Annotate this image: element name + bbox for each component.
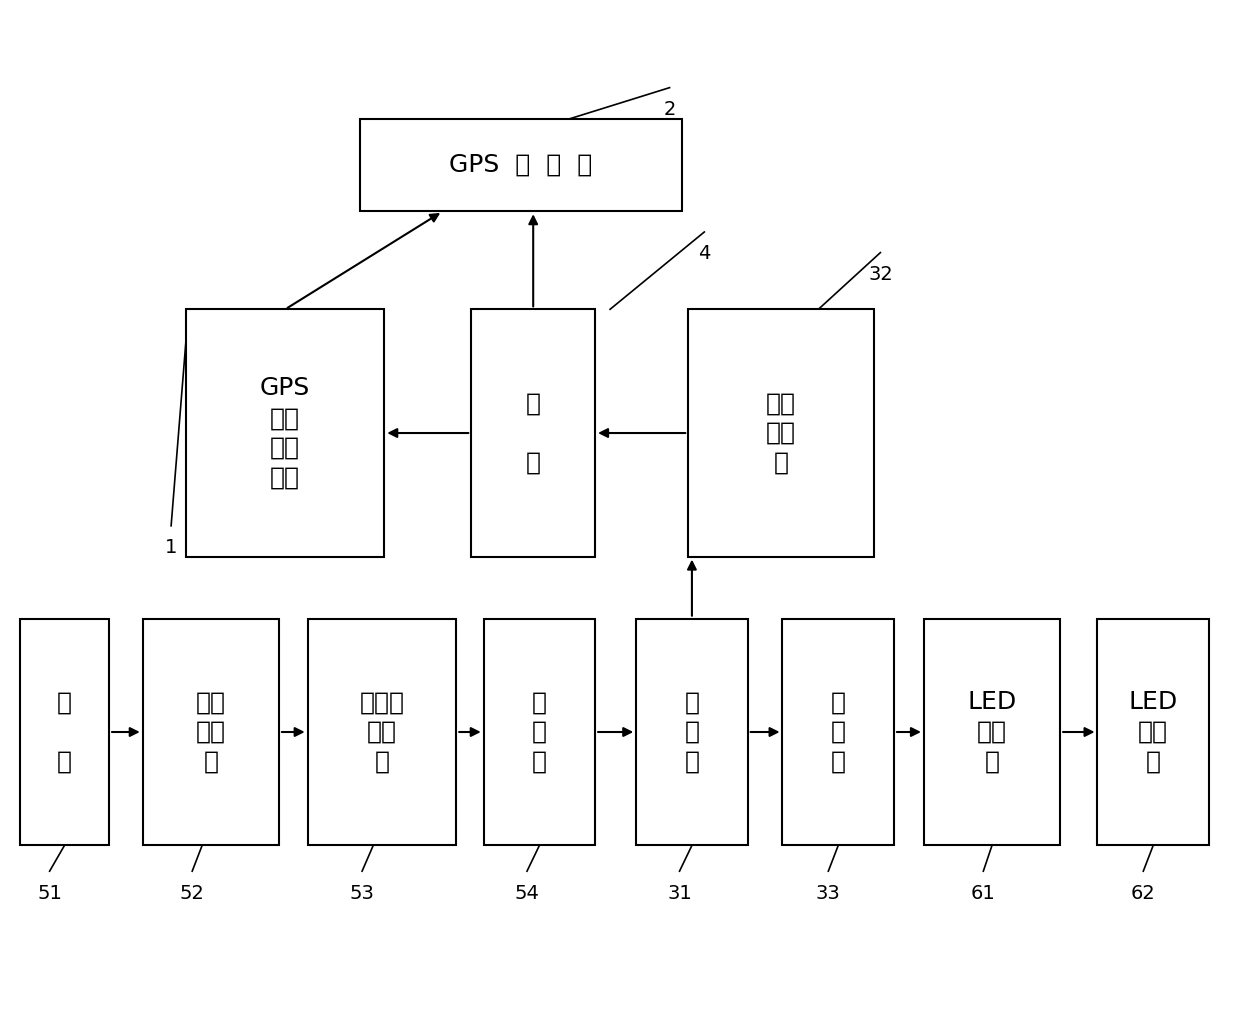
Text: 4: 4 (698, 244, 711, 263)
Text: 61: 61 (971, 884, 996, 902)
Text: 数模
转换
器: 数模 转换 器 (766, 392, 796, 474)
Text: 51: 51 (37, 884, 62, 902)
Text: 52: 52 (180, 884, 205, 902)
Text: 选频
放大
器: 选频 放大 器 (196, 691, 226, 773)
Bar (484, 619, 595, 845)
Bar (186, 309, 384, 557)
Bar (924, 619, 1060, 845)
Text: 继
电
器: 继 电 器 (831, 691, 846, 773)
Text: 2: 2 (663, 100, 676, 119)
Text: 31: 31 (667, 884, 692, 902)
Bar (471, 309, 595, 557)
Text: 33: 33 (816, 884, 841, 902)
Bar (636, 619, 748, 845)
Text: 超低频
放大
器: 超低频 放大 器 (360, 691, 404, 773)
Text: LED
电子
屏: LED 电子 屏 (1128, 691, 1178, 773)
Text: 53: 53 (350, 884, 374, 902)
Text: 32: 32 (868, 265, 893, 284)
Text: GPS  移  动  端: GPS 移 动 端 (449, 153, 593, 177)
Text: 天

线: 天 线 (526, 392, 541, 474)
Bar (143, 619, 279, 845)
Bar (308, 619, 456, 845)
Text: 62: 62 (1131, 884, 1156, 902)
Text: 线

圈: 线 圈 (57, 691, 72, 773)
Text: 编
码
器: 编 码 器 (684, 691, 699, 773)
Bar (20, 619, 109, 845)
Text: LED
控制
卡: LED 控制 卡 (967, 691, 1017, 773)
Text: 1: 1 (165, 538, 177, 557)
Text: 54: 54 (515, 884, 539, 902)
Text: GPS
云端
数据
中心: GPS 云端 数据 中心 (260, 376, 310, 490)
Text: 触
发
器: 触 发 器 (532, 691, 547, 773)
Bar (360, 119, 682, 211)
Bar (782, 619, 894, 845)
Bar (1097, 619, 1209, 845)
Bar (688, 309, 874, 557)
